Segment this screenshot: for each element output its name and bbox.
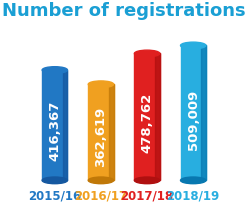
Ellipse shape [181,177,206,184]
Bar [42,70,67,180]
Text: 2016/17: 2016/17 [74,189,127,202]
Bar [181,45,206,180]
Ellipse shape [88,81,114,88]
Bar [201,45,206,180]
Bar [134,53,160,180]
Text: 2017/18: 2017/18 [121,189,174,202]
Ellipse shape [134,177,160,184]
Text: 478,762: 478,762 [141,93,154,153]
Bar [109,84,114,180]
Ellipse shape [42,67,67,73]
Text: 2015/16: 2015/16 [28,189,81,202]
Text: 509,009: 509,009 [187,90,200,150]
Text: 416,367: 416,367 [48,101,61,161]
Ellipse shape [42,177,67,184]
Ellipse shape [134,50,160,57]
Text: 362,619: 362,619 [94,107,107,167]
Bar [88,84,114,180]
Text: 2018/19: 2018/19 [167,189,220,202]
Bar [155,53,160,180]
Ellipse shape [181,42,206,49]
Text: Number of registrations: Number of registrations [2,2,246,20]
Ellipse shape [88,177,114,184]
Bar [63,70,67,180]
